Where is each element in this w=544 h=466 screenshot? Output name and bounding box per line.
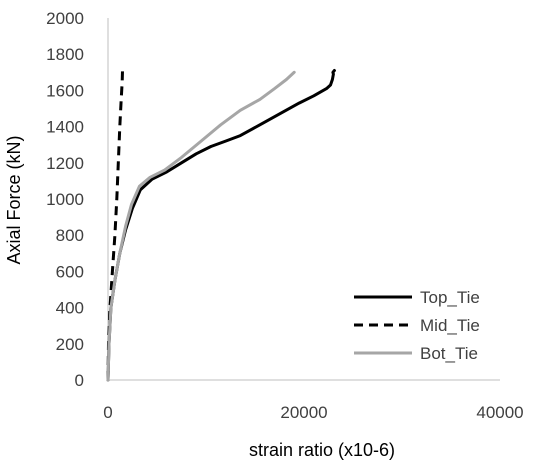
y-tick-label: 1400 bbox=[46, 118, 84, 137]
series-line-bot-tie bbox=[106, 70, 296, 382]
y-axis-title: Axial Force (kN) bbox=[4, 135, 24, 264]
x-tick-labels: 0 20000 40000 bbox=[103, 403, 523, 422]
legend-label: Mid_Tie bbox=[420, 316, 480, 335]
x-tick-label: 20000 bbox=[280, 403, 327, 422]
y-tick-label: 800 bbox=[56, 226, 84, 245]
y-tick-label: 200 bbox=[56, 335, 84, 354]
y-tick-label: 2000 bbox=[46, 9, 84, 28]
y-tick-label: 1200 bbox=[46, 154, 84, 173]
y-tick-label: 1600 bbox=[46, 81, 84, 100]
x-axis-title: strain ratio (x10-6) bbox=[249, 440, 395, 460]
y-tick-labels: 0 200 400 600 800 1000 1200 1400 1600 1800 2000 bbox=[46, 9, 84, 390]
y-tick-label: 600 bbox=[56, 262, 84, 281]
legend-label: Top_Tie bbox=[420, 288, 480, 307]
series-line-top-tie bbox=[106, 69, 336, 382]
x-tick-label: 40000 bbox=[476, 403, 523, 422]
legend: Top_Tie Mid_Tie Bot_Tie bbox=[354, 288, 480, 363]
series-lines bbox=[106, 69, 336, 382]
y-tick-label: 1000 bbox=[46, 190, 84, 209]
x-tick-label: 0 bbox=[103, 403, 112, 422]
y-tick-label: 1800 bbox=[46, 45, 84, 64]
y-tick-label: 0 bbox=[75, 371, 84, 390]
legend-label: Bot_Tie bbox=[420, 344, 478, 363]
y-tick-label: 400 bbox=[56, 299, 84, 318]
